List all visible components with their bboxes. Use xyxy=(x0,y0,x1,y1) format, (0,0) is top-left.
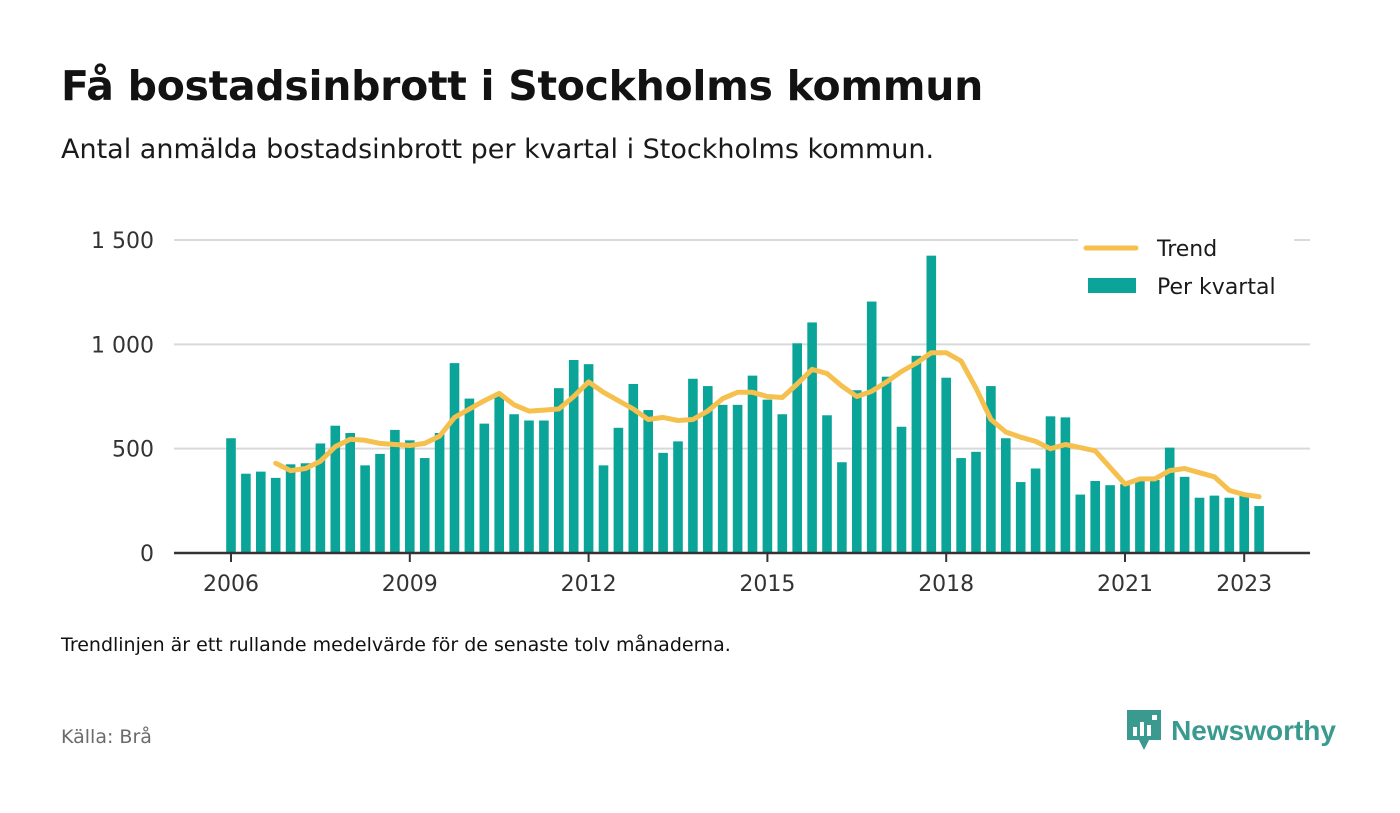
y-tick-label: 1 500 xyxy=(91,229,154,254)
x-tick-label: 2009 xyxy=(382,572,438,597)
bar xyxy=(598,465,609,553)
bar xyxy=(405,440,415,553)
bar xyxy=(241,473,251,553)
bar xyxy=(1075,494,1086,553)
chart-subtitle: Antal anmälda bostadsinbrott per kvartal… xyxy=(61,134,935,165)
legend: Trend Per kvartal xyxy=(1078,230,1294,310)
bar xyxy=(1164,447,1175,553)
chart-area: 0 500 1 000 1 500 2006 2009 2012 2015 2018 2021 2… xyxy=(0,210,1400,610)
bar xyxy=(568,359,579,553)
logo-text: Newsworthy xyxy=(1171,715,1336,746)
bar xyxy=(896,426,907,553)
bar xyxy=(986,386,996,553)
bar xyxy=(270,477,281,553)
bar xyxy=(1209,495,1220,553)
x-tick-label: 2012 xyxy=(561,572,617,597)
bar xyxy=(315,443,326,553)
chart-title: Få bostadsinbrott i Stockholms kommun xyxy=(61,62,983,110)
bar xyxy=(732,404,743,553)
newsworthy-logo[interactable]: Newsworthy xyxy=(1127,710,1336,752)
bar xyxy=(434,433,445,553)
footnote: Trendlinjen är ett rullande medelvärde f… xyxy=(61,634,731,656)
x-tick-label: 2021 xyxy=(1097,572,1153,597)
bar xyxy=(256,471,266,553)
axes: 2006 2009 2012 2015 2018 2021 2023 xyxy=(174,551,1310,597)
trend-series xyxy=(273,350,1262,500)
bar xyxy=(375,453,385,553)
bar xyxy=(1045,416,1056,553)
bar xyxy=(852,390,862,553)
source-label: Källa: Brå xyxy=(61,726,152,748)
bar xyxy=(226,438,236,553)
bar xyxy=(717,404,728,553)
x-tick-label: 2023 xyxy=(1216,572,1272,597)
x-tick-label: 2015 xyxy=(739,572,795,597)
bar xyxy=(1030,468,1041,553)
bar xyxy=(300,463,311,553)
bar xyxy=(807,322,817,553)
bar xyxy=(1194,497,1205,553)
bar xyxy=(747,375,758,553)
bar xyxy=(1224,497,1235,553)
bar xyxy=(330,425,341,553)
bar xyxy=(941,377,951,553)
y-tick-label: 0 xyxy=(140,542,154,567)
bar xyxy=(673,441,683,553)
bar xyxy=(464,398,475,553)
trend-line xyxy=(273,350,1262,500)
bar xyxy=(1060,417,1071,553)
bar xyxy=(881,376,892,553)
bar xyxy=(628,383,639,553)
bar xyxy=(1239,495,1249,553)
bar xyxy=(777,414,788,553)
bar xyxy=(539,420,549,553)
bar xyxy=(1105,485,1115,553)
bar xyxy=(643,410,653,553)
legend-bar-swatch xyxy=(1088,278,1136,293)
bar xyxy=(1090,481,1100,553)
x-tick-label: 2018 xyxy=(918,572,974,597)
bar xyxy=(613,427,624,553)
y-tick-label: 1 000 xyxy=(91,333,154,358)
bar xyxy=(524,420,534,553)
bar xyxy=(554,388,564,553)
bar xyxy=(345,433,355,553)
bar xyxy=(658,452,668,553)
bar xyxy=(285,464,296,553)
legend-background xyxy=(1078,230,1294,310)
bar xyxy=(449,363,460,553)
bar xyxy=(792,343,802,553)
bar xyxy=(971,451,981,553)
bar xyxy=(866,301,877,553)
bar xyxy=(688,378,698,553)
bar xyxy=(822,415,832,553)
bar xyxy=(837,462,847,553)
bar xyxy=(509,414,519,553)
bar xyxy=(1120,484,1130,553)
bar xyxy=(479,423,490,553)
bar xyxy=(956,458,966,553)
bar xyxy=(419,458,430,553)
bar xyxy=(390,429,400,553)
bar xyxy=(360,465,370,553)
bar xyxy=(911,355,922,553)
bar xyxy=(1001,438,1011,553)
legend-bar-label: Per kvartal xyxy=(1157,275,1276,300)
bar xyxy=(926,255,937,553)
bar xyxy=(703,386,713,553)
bar-chart-badge-icon xyxy=(1127,710,1162,750)
bar xyxy=(1015,482,1026,553)
bar xyxy=(1179,476,1190,553)
bar xyxy=(762,399,773,553)
bar xyxy=(583,364,594,553)
bar-series xyxy=(226,255,1264,553)
bar xyxy=(1150,479,1160,553)
bar xyxy=(494,395,504,553)
x-tick-label: 2006 xyxy=(203,572,259,597)
bar xyxy=(1254,506,1264,553)
bar xyxy=(1135,481,1145,553)
legend-trend-label: Trend xyxy=(1156,237,1217,262)
y-tick-label: 500 xyxy=(112,438,154,463)
